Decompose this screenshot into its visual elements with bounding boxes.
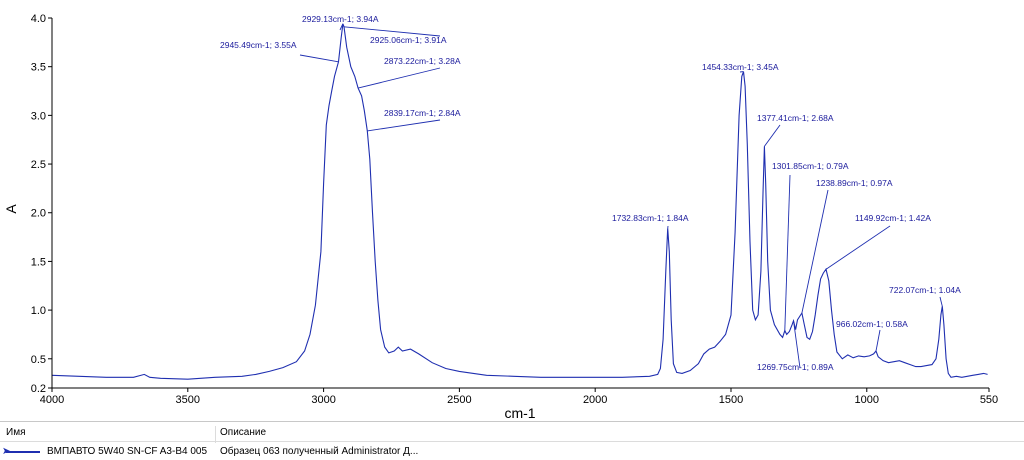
legend-table: Имя Описание ➤ ВМПАВТО 5W40 SN-CF A3-B4 … [0,421,1024,460]
legend-row[interactable]: ➤ ВМПАВТО 5W40 SN-CF A3-B4 005 Образец 0… [0,444,1024,460]
y-axis-title: A [3,204,19,214]
peak-annotation-label: 1238.89cm-1; 0.97A [816,178,893,188]
y-tick-label: 0.2 [31,383,46,395]
x-tick-label: 3500 [176,394,200,406]
legend-row-description: Образец 063 полученный Administrator Д..… [220,446,418,457]
peak-annotation-label: 2945.49cm-1; 3.55A [220,40,297,50]
legend-header: Имя Описание [0,424,1024,442]
x-tick-label: 1500 [719,394,743,406]
legend-column-divider[interactable] [215,426,216,443]
peak-annotation-label: 1269.75cm-1; 0.89A [757,362,834,372]
x-axis-title: cm-1 [504,405,535,421]
plot-area [52,18,989,388]
peak-annotation-label: 1732.83cm-1; 1.84A [612,213,689,223]
peak-annotation-label: 1454.33cm-1; 3.45A [702,62,779,72]
peak-annotation-label: 2929.13cm-1; 3.94A [302,14,379,24]
x-tick-label: 3000 [311,394,335,406]
y-tick-label: 3.0 [31,110,46,122]
series-swatch [6,451,40,453]
legend-description-header[interactable]: Описание [220,427,266,438]
peak-annotation-label: 722.07cm-1; 1.04A [889,285,961,295]
x-tick-label: 550 [980,394,998,406]
legend-name-header[interactable]: Имя [6,427,25,438]
x-tick-label: 4000 [40,394,64,406]
peak-annotation-label: 1301.85cm-1; 0.79A [772,161,849,171]
y-tick-label: 3.5 [31,62,46,74]
y-axis-ticks: 4.0 3.5 3.0 2.5 2.0 1.5 1.0 0.5 0.2 [31,13,52,395]
spectrum-chart: 4000 3500 3000 2500 2000 1500 1000 550 4.0 3.5 3.… [0,0,1024,421]
y-tick-label: 0.5 [31,354,46,366]
y-tick-label: 1.0 [31,305,46,317]
peak-annotation-label: 966.02cm-1; 0.58A [836,319,908,329]
x-tick-label: 2500 [447,394,471,406]
peak-annotation-label: 2839.17cm-1; 2.84A [384,108,461,118]
y-tick-label: 2.0 [31,208,46,220]
peak-annotation-label: 1377.41cm-1; 2.68A [757,113,834,123]
y-tick-label: 1.5 [31,256,46,268]
y-tick-label: 2.5 [31,159,46,171]
y-tick-label: 4.0 [31,13,46,25]
x-tick-label: 2000 [583,394,607,406]
x-axis-ticks: 4000 3500 3000 2500 2000 1500 1000 550 [40,388,998,406]
peak-annotation-label: 1149.92cm-1; 1.42A [855,213,931,223]
peak-annotation-label: 2925.06cm-1; 3.91A [370,35,447,45]
x-tick-label: 1000 [855,394,879,406]
legend-row-name: ВМПАВТО 5W40 SN-CF A3-B4 005 [47,446,207,457]
peak-annotation-label: 2873.22cm-1; 3.28A [384,56,461,66]
